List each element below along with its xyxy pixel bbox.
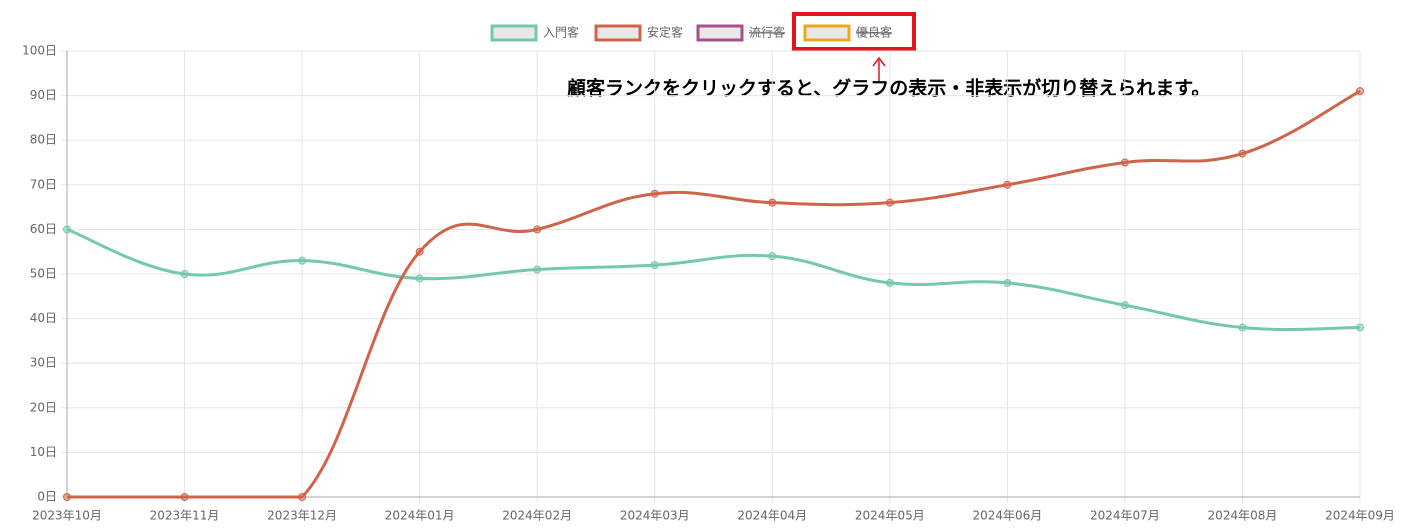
data-point (63, 493, 71, 501)
data-point (1120, 158, 1129, 167)
legend-label[interactable]: 入門客 (543, 25, 579, 40)
y-tick-label: 100日 (22, 44, 57, 58)
y-tick-label: 80日 (30, 133, 57, 147)
y-tick-label: 10日 (30, 445, 57, 459)
x-tick-label: 2024年06月 (972, 509, 1042, 523)
data-point (533, 225, 542, 234)
data-point (650, 189, 659, 198)
x-tick-label: 2024年03月 (620, 509, 690, 523)
x-tick-label: 2024年01月 (385, 509, 455, 523)
x-tick-label: 2024年05月 (855, 509, 925, 523)
legend-label[interactable]: 安定客 (647, 25, 683, 40)
data-point (1003, 180, 1012, 189)
x-tick-label: 2024年09月 (1325, 509, 1395, 523)
data-point (415, 247, 424, 256)
data-point (885, 198, 894, 207)
data-point (1238, 149, 1247, 158)
data-point (768, 198, 777, 207)
data-point (1356, 87, 1364, 96)
data-point (1120, 301, 1129, 310)
data-point (885, 278, 894, 287)
y-tick-label: 20日 (30, 400, 57, 414)
y-tick-label: 40日 (30, 311, 57, 325)
data-point (768, 252, 777, 261)
legend-swatch[interactable] (696, 24, 744, 42)
y-tick-label: 30日 (30, 356, 57, 370)
y-tick-label: 50日 (30, 267, 57, 281)
x-tick-label: 2024年04月 (737, 509, 807, 523)
legend-swatch[interactable] (490, 24, 538, 42)
y-tick-label: 90日 (30, 88, 57, 102)
legend-swatch[interactable] (594, 24, 642, 42)
data-point (298, 256, 307, 265)
annotation: 顧客ランクをクリックすると、グラフの表示・非表示が切り替えられます。 (567, 77, 1210, 100)
y-tick-label: 0日 (37, 490, 57, 504)
data-point (1003, 278, 1012, 287)
legend-label[interactable]: 優良客 (856, 25, 892, 40)
y-tick-label: 70日 (30, 177, 57, 191)
legend-swatch[interactable] (803, 24, 851, 42)
data-point (63, 225, 71, 234)
series-line (66, 227, 1361, 331)
data-point (1356, 323, 1364, 332)
x-tick-label: 2023年10月 (32, 509, 102, 523)
x-tick-label: 2024年08月 (1208, 509, 1278, 523)
x-tick-label: 2024年02月 (502, 509, 572, 523)
arrow-head (872, 56, 886, 67)
data-point (180, 270, 189, 278)
x-tick-label: 2024年07月 (1090, 509, 1160, 523)
data-point (650, 261, 659, 270)
data-point (180, 493, 189, 501)
data-point (415, 274, 424, 283)
x-tick-label: 2023年11月 (150, 509, 220, 523)
data-point (1238, 323, 1247, 332)
highlight-box (792, 12, 916, 51)
data-point (298, 493, 307, 501)
data-point (533, 265, 542, 274)
y-tick-label: 60日 (30, 222, 57, 236)
x-tick-label: 2023年12月 (267, 509, 337, 523)
legend-label[interactable]: 流行客 (749, 25, 785, 40)
series-line (67, 89, 1361, 499)
